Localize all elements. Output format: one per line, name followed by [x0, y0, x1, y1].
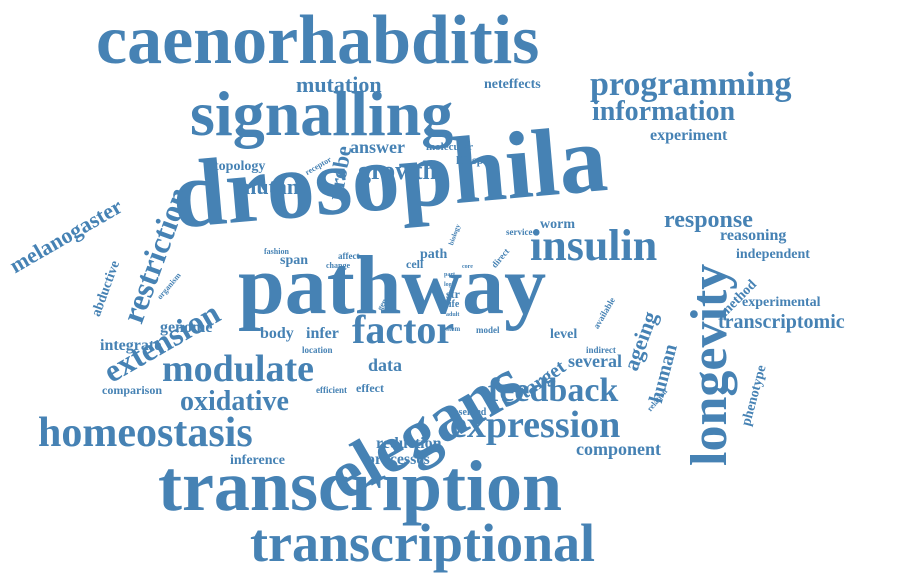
word: body [260, 325, 294, 342]
word: core [462, 264, 473, 270]
word: pathway [238, 239, 547, 332]
word: mutant [238, 174, 307, 199]
word: fashion [264, 247, 289, 256]
word: effect [356, 381, 384, 395]
word: mutation [296, 72, 382, 97]
word: cell [406, 257, 424, 271]
word: integrate [100, 337, 162, 354]
word: span [280, 253, 309, 268]
word: life [446, 299, 460, 310]
word: system [440, 325, 461, 333]
word: caenorhabditis [96, 2, 540, 79]
word: insulin [530, 221, 658, 270]
word: phenotype [739, 363, 770, 428]
word: path [420, 247, 448, 262]
word: oxidative [180, 386, 289, 417]
word: growth [358, 156, 437, 185]
word: topology [214, 159, 266, 174]
word: infer [306, 325, 339, 342]
word: genome [160, 319, 213, 336]
word: homeostasis [38, 410, 253, 456]
word: level [550, 327, 578, 342]
word: answer [350, 137, 405, 157]
word: transcription [158, 446, 562, 526]
word: part [444, 272, 455, 278]
word: feedback [488, 372, 619, 409]
word: change [326, 261, 350, 270]
word: transcriptional [250, 513, 595, 573]
word: service [506, 227, 533, 237]
word: worm [540, 217, 575, 232]
word: information [592, 96, 736, 127]
word: factor [352, 307, 455, 352]
word: location [302, 345, 333, 355]
word: adult [446, 312, 460, 318]
word: restriction [114, 182, 197, 328]
word: str [446, 287, 460, 301]
word: efficient [316, 385, 347, 395]
word: experiment [650, 127, 728, 144]
word: model [476, 325, 500, 335]
word: transcriptomic [718, 311, 845, 333]
word: inference [230, 453, 285, 468]
word: neteffects [484, 77, 541, 92]
word: lifespan [456, 153, 497, 167]
word: signalling [190, 78, 454, 149]
word: programming [590, 66, 792, 103]
word: observed [448, 407, 487, 418]
word: data [368, 355, 403, 375]
word: several [568, 351, 622, 371]
word: logic [444, 282, 456, 288]
word: modulate [162, 348, 314, 390]
word: indirect [586, 345, 616, 355]
word: reduction [376, 435, 442, 452]
word: reasoning [720, 227, 787, 244]
word: expression [450, 404, 621, 446]
word: independent [736, 247, 810, 262]
word: affect [338, 251, 360, 261]
word: processes [366, 451, 430, 468]
word: available [591, 295, 618, 331]
word: longevity [681, 263, 738, 466]
word: comparison [102, 383, 162, 397]
word: response [664, 207, 753, 233]
word: experimental [742, 295, 821, 310]
word: molecular [426, 141, 474, 153]
word: component [576, 439, 661, 459]
